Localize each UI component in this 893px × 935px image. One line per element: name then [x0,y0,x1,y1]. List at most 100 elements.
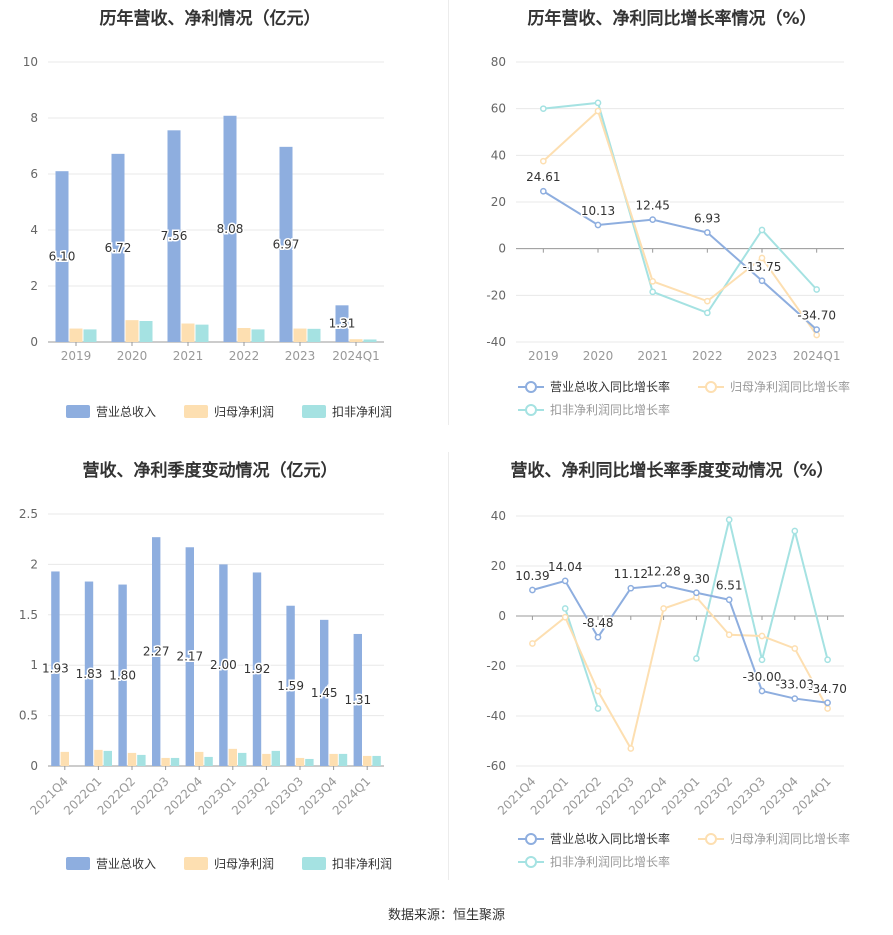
bar-扣非净利润 [271,750,280,766]
bar-value-label: 1.92 [244,662,271,676]
legend-marker [525,833,537,845]
series-point [725,516,733,524]
series-point [703,309,711,317]
bar-归母净利润 [295,757,305,766]
point-value-label: -8.48 [582,616,613,630]
legend-swatch [302,405,326,418]
legend-label: 扣非净利润同比增长率 [550,402,670,417]
series-point [561,613,569,621]
point-value-label: 10.13 [581,204,615,218]
bar-value-label: 2.00 [210,658,237,672]
bar-营业总收入 [252,572,262,766]
series-point [703,229,711,236]
x-tick-label: 2020 [583,349,614,363]
series-line-营业总收入同比增长率 [532,579,828,704]
bar-value-label: 1.93 [42,662,69,676]
bar-营业总收入 [167,130,181,342]
bar-扣非净利润 [137,754,146,766]
x-tick-label: 2022 [692,349,723,363]
x-tick-label: 2020 [117,349,148,363]
series-point [529,640,536,647]
legend-swatch [302,857,326,870]
y-tick-label: 0.5 [19,709,38,723]
bar-归母净利润 [363,755,372,766]
legend-label: 归母净利润同比增长率 [730,379,850,394]
series-line-扣非净利润同比增长率 [543,101,818,315]
bar-营业总收入 [118,584,127,766]
x-tick-label: 2023 [285,349,316,363]
chart1-revenue-profit-bars: 0 2 4 6 8 10 2019 2020 2021 2022 2023 2024Q1 6.10 6.7… [23,55,392,419]
series-point [627,584,635,592]
bar-扣非净利润 [204,756,213,766]
legend-label: 扣非净利润 [332,405,392,419]
point-value-label: 24.61 [526,170,560,184]
bar-归母净利润 [181,323,195,342]
y-tick-label: 2.5 [19,507,38,521]
y-tick-label: -60 [486,759,506,773]
legend-swatch [184,405,208,418]
series-line-归母净利润同比增长率 [542,109,818,336]
bar-扣非净利润 [338,753,348,766]
point-value-label: 12.28 [646,564,680,578]
legend-marker [705,833,717,845]
y-tick-label: 80 [491,55,506,69]
y-tick-label: 0 [30,335,38,349]
bar-value-label: 1.59 [277,679,304,693]
series-point [649,216,657,223]
point-value-label: -34.70 [797,309,836,323]
bar-value-label: 1.31 [329,317,356,331]
series-point [758,277,766,285]
bar-营业总收入 [152,537,161,766]
y-tick-label: 4 [30,223,38,237]
bar-归母净利润 [349,339,363,342]
bar-扣非净利润 [305,758,314,766]
bar-扣非净利润 [139,321,153,342]
bar-value-label: 6.10 [49,250,76,264]
legend-label: 归母净利润同比增长率 [730,831,850,846]
bar-扣非净利润 [83,329,97,342]
x-tick-label: 2024Q1 [332,349,380,363]
series-point [594,99,602,107]
y-tick-label: 40 [491,148,506,162]
series-point [824,699,831,707]
bar-value-label: 1.31 [344,693,371,707]
bar-扣非净利润 [238,752,247,766]
bar-扣非净利润 [170,757,180,766]
bar-归母净利润 [94,749,103,766]
y-tick-label: 40 [491,509,506,523]
legend-marker [525,404,537,416]
point-value-label: -30.00 [743,670,782,684]
x-tick-label: 2022 [229,349,260,363]
bar-归母净利润 [262,753,271,766]
point-value-label: 11.12 [614,567,648,581]
chart2-title: 历年营收、净利同比增长率情况（%） [527,9,817,29]
bar-营业总收入 [185,547,194,766]
bar-扣非净利润 [372,755,381,766]
series-point [660,581,667,589]
series-point [594,107,602,115]
legend-label: 营业总收入 [96,405,156,419]
legend-label: 归母净利润 [214,405,274,419]
panel-divider-top [448,0,449,425]
y-tick-label: -20 [486,288,506,302]
legend-swatch [66,405,90,418]
bar-归母净利润 [161,757,170,766]
point-value-label: 6.93 [694,211,721,225]
y-tick-label: 20 [491,559,506,573]
bar-value-label: 7.56 [161,229,188,243]
legend-label: 营业总收入同比增长率 [550,831,670,846]
x-tick-label: 2021 [173,349,204,363]
series-point [791,695,799,702]
bar-营业总收入 [51,571,60,766]
bar-归母净利润 [329,753,338,766]
series-point [539,187,547,195]
chart4-quarterly-growth-lines: -60-40-20020402021Q42022Q12022Q22022Q320… [486,509,850,869]
x-tick-label: 2021 [637,349,668,363]
series-line-扣非净利润同比增长率 [564,608,599,709]
series-point [649,277,657,285]
bar-value-label: 6.97 [273,237,300,251]
series-point [813,326,821,333]
bar-营业总收入 [55,171,69,342]
bar-归母净利润 [69,328,83,342]
point-value-label: -13.75 [743,260,782,274]
